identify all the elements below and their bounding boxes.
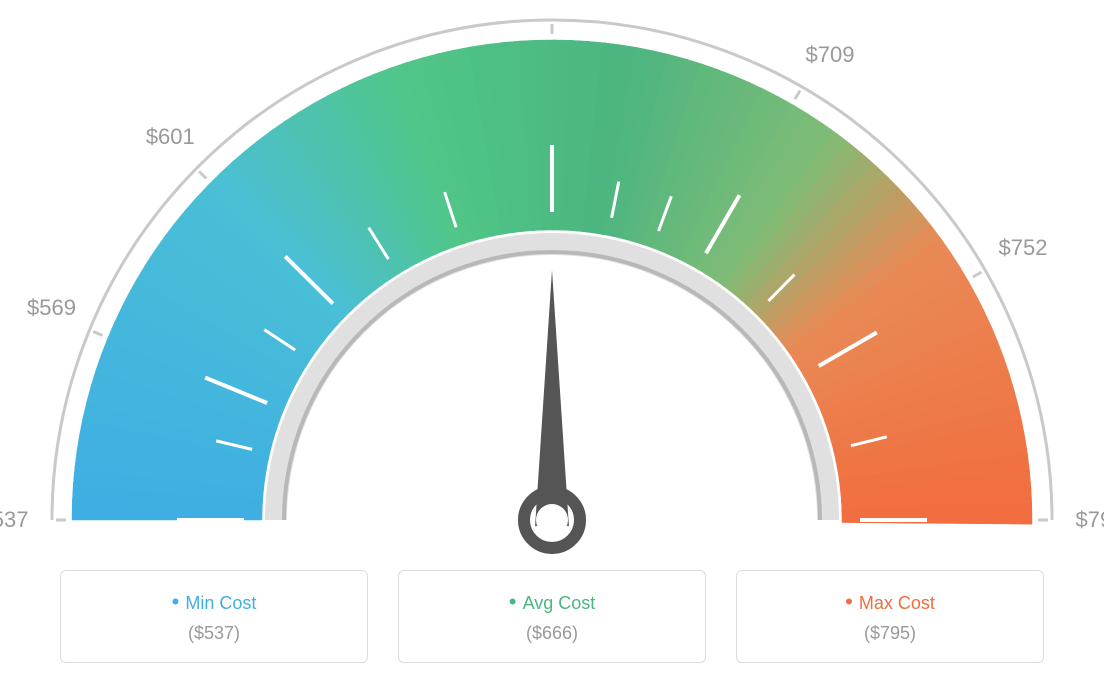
gauge-tick-label: $569 — [27, 295, 76, 321]
gauge-tick-label: $537 — [0, 507, 28, 533]
gauge-tick-label: $601 — [146, 124, 195, 150]
gauge-tick-label: $795 — [1076, 507, 1104, 533]
gauge-tick-label: $752 — [999, 235, 1048, 261]
legend-min-value: ($537) — [81, 623, 347, 644]
legend-min-label: Min Cost — [81, 589, 347, 615]
gauge-svg — [0, 0, 1104, 570]
cost-gauge-chart: $537$569$601$666$709$752$795 Min Cost ($… — [0, 0, 1104, 690]
needle-hub-center — [536, 504, 568, 536]
legend-avg: Avg Cost ($666) — [398, 570, 706, 663]
legend-min: Min Cost ($537) — [60, 570, 368, 663]
legend-avg-value: ($666) — [419, 623, 685, 644]
legend-area: Min Cost ($537) Avg Cost ($666) Max Cost… — [0, 570, 1104, 663]
legend-avg-label: Avg Cost — [419, 589, 685, 615]
legend-max-value: ($795) — [757, 623, 1023, 644]
legend-max: Max Cost ($795) — [736, 570, 1044, 663]
gauge-area: $537$569$601$666$709$752$795 — [0, 0, 1104, 570]
legend-max-label: Max Cost — [757, 589, 1023, 615]
gauge-tick-label: $709 — [806, 42, 855, 68]
